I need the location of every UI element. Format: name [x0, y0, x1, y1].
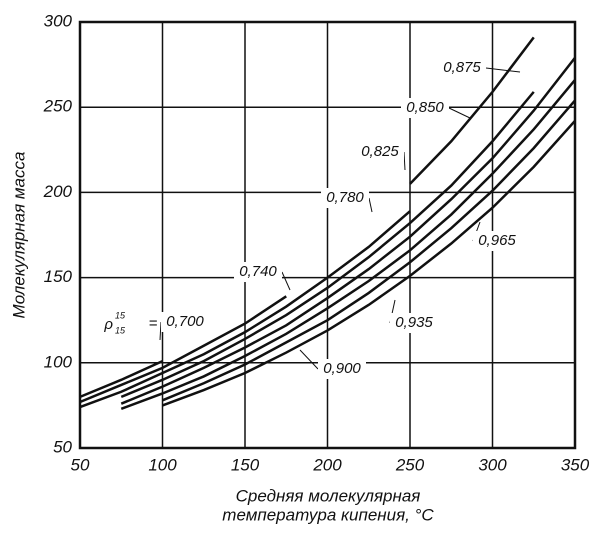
x-axis-label: Средняя молекулярная	[236, 486, 421, 505]
leader-line	[299, 349, 319, 370]
curve	[120, 79, 576, 410]
density-symbol: ρ	[103, 316, 113, 333]
curve-label: 0,850	[406, 99, 444, 116]
curve-label: 0,780	[326, 189, 364, 206]
density-eq: =	[149, 315, 158, 332]
curve	[79, 359, 164, 399]
x-tick-label: 300	[478, 455, 507, 474]
x-tick-label: 250	[395, 455, 425, 474]
curve-label: 0,740	[239, 263, 277, 280]
density-sub: 15	[115, 325, 126, 335]
leader-line	[448, 107, 471, 119]
curve-label: 0,965	[478, 232, 516, 249]
label-bg	[234, 262, 282, 282]
curve-label: 0,825	[361, 143, 399, 160]
x-axis-label: температура кипения, °C	[222, 505, 434, 524]
y-axis-label: Молекулярная масса	[9, 152, 28, 319]
curve	[120, 57, 576, 405]
curve-label: 0,875	[443, 59, 481, 76]
label-bg	[356, 142, 404, 162]
y-tick-label: 250	[43, 97, 73, 116]
curve-label: 0,900	[323, 360, 361, 377]
curve	[79, 295, 287, 404]
x-tick-label: 50	[71, 455, 90, 474]
y-tick-label: 100	[44, 352, 73, 371]
curve	[79, 210, 411, 409]
label-bg	[438, 58, 486, 78]
label-bg	[321, 188, 369, 208]
label-bg	[390, 313, 438, 333]
x-tick-label: 350	[561, 455, 590, 474]
label-bg	[161, 312, 209, 332]
label-bg	[318, 359, 366, 379]
curve	[162, 99, 576, 402]
y-tick-label: 300	[44, 11, 73, 30]
label-bg	[473, 231, 521, 251]
x-tick-label: 200	[312, 455, 342, 474]
y-tick-label: 200	[43, 182, 73, 201]
leader-line	[485, 67, 521, 73]
y-tick-label: 50	[53, 437, 72, 456]
leader-line	[368, 197, 373, 213]
curve	[162, 119, 576, 407]
label-bg	[401, 98, 449, 118]
leader-line	[403, 151, 406, 171]
x-tick-label: 100	[148, 455, 177, 474]
curve	[120, 91, 535, 399]
leader-line	[281, 271, 291, 291]
curve-label: 0,700	[166, 313, 204, 330]
curve-label: 0,935	[395, 314, 433, 331]
plot-frame	[78, 20, 577, 450]
leader-line	[159, 321, 162, 341]
density-sup: 15	[115, 310, 126, 320]
y-tick-label: 150	[44, 267, 73, 286]
curve	[409, 36, 535, 185]
x-tick-label: 150	[231, 455, 260, 474]
